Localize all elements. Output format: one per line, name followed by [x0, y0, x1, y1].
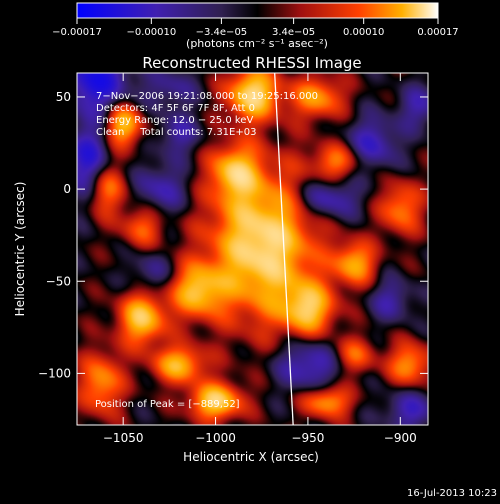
- heatmap-image-frame: [77, 73, 428, 425]
- y-tick-label: −100: [38, 366, 71, 380]
- x-tick-label: −1050: [103, 431, 144, 445]
- colorbar: [76, 2, 439, 19]
- colorbar-tick-label: 3.4e−05: [272, 27, 315, 38]
- footer-date: 16-Jul-2013 10:23: [407, 488, 497, 499]
- annotation-energy-range: Energy Range: 12.0 − 25.0 keV: [96, 115, 253, 126]
- x-axis-ticks: −1050 −1000 −950 −900: [103, 73, 417, 445]
- y-tick-label: −50: [46, 274, 71, 288]
- colorbar-tick-label: 0.00017: [417, 27, 458, 38]
- y-axis-ticks: 50 0 −50 −100: [38, 90, 428, 380]
- x-tick-label: −1000: [195, 431, 236, 445]
- colorbar-tick-label: −0.00010: [126, 27, 176, 38]
- plot-frame: [76, 72, 429, 426]
- peak-position-label: Position of Peak = [−889,52]: [95, 399, 240, 410]
- annotation-detectors: Detectors: 4F 5F 6F 7F 8F, Att 0: [96, 103, 255, 114]
- annotation-block: 7−Nov−2006 19:21:08.000 to 19:25:16.000 …: [96, 91, 318, 138]
- colorbar-tick-label: 0.00010: [343, 27, 384, 38]
- limb-line: [274, 73, 294, 425]
- colorbar-unit-label: (photons cm⁻² s⁻¹ asec⁻²): [186, 37, 328, 50]
- heatmap-image: [77, 73, 428, 425]
- y-tick-label: 0: [63, 182, 71, 196]
- y-axis-label: Heliocentric Y (arcsec): [13, 182, 27, 317]
- colorbar-tick-label: −3.4e−05: [196, 27, 248, 38]
- x-tick-label: −900: [384, 431, 417, 445]
- colorbar-tick-label: −0.00017: [52, 27, 102, 38]
- colorbar-ticks: −0.00017 −0.00010 −3.4e−05 3.4e−05 0.00010 0.…: [52, 18, 459, 38]
- annotation-time-range: 7−Nov−2006 19:21:08.000 to 19:25:16.000: [96, 91, 318, 102]
- chart-title: Reconstructed RHESSI Image: [142, 54, 361, 72]
- annotation-clean-counts: Clean Total counts: 7.31E+03: [96, 127, 256, 138]
- x-axis-label: Heliocentric X (arcsec): [183, 450, 319, 464]
- y-tick-label: 50: [56, 90, 71, 104]
- x-tick-label: −950: [291, 431, 324, 445]
